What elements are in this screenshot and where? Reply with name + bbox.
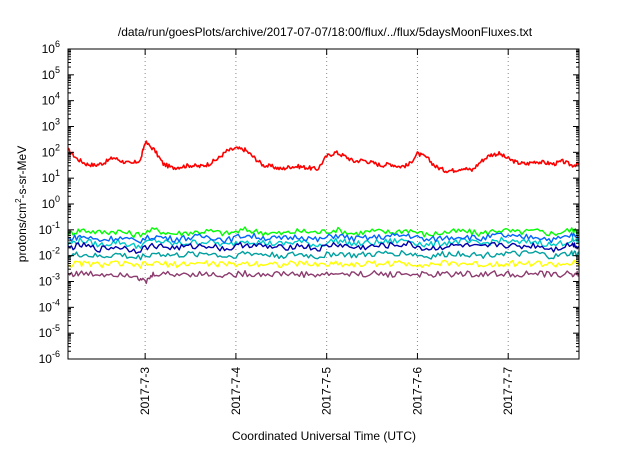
x-tick-label: 2017-7-3 <box>138 367 152 415</box>
y-tick-label: 103 <box>42 117 60 134</box>
x-tick-label: 2017-7-7 <box>501 367 515 415</box>
y-axis-label-suffix: -s-sr-MeV <box>15 146 29 199</box>
x-tick-label: 2017-7-6 <box>410 367 424 415</box>
y-tick-label-exponent: 6 <box>55 39 60 49</box>
y-tick-label-exponent: 0 <box>55 194 60 204</box>
y-axis-label-superscript: 2 <box>14 198 23 203</box>
y-tick-label: 102 <box>42 142 60 159</box>
x-axis: 2017-7-3 2017-7-4 2017-7-5 2017-7-6 2017-7-7 <box>138 49 515 415</box>
y-tick-label-base: 10 <box>42 42 56 56</box>
y-tick-label-base: 10 <box>39 300 53 314</box>
series-line <box>67 270 580 285</box>
y-tick-label-exponent: 3 <box>55 117 60 127</box>
y-axis-label: protons/cm2-s-sr-MeV <box>14 146 29 262</box>
grid-layer <box>144 49 509 359</box>
y-tick-label-base: 10 <box>39 275 53 289</box>
x-axis-label: Coordinated Universal Time (UTC) <box>232 429 416 443</box>
y-tick-label-base: 10 <box>39 223 53 237</box>
y-tick-label-exponent: -3 <box>52 272 60 282</box>
y-tick-label-exponent: -4 <box>52 297 60 307</box>
y-tick-label-exponent: -2 <box>52 246 60 256</box>
y-tick-label: 106 <box>42 39 60 56</box>
y-tick-label-base: 10 <box>42 94 56 108</box>
x-tick-label: 2017-7-4 <box>229 367 243 415</box>
y-axis: 10610510410310210110010-110-210-310-410-… <box>39 39 579 366</box>
y-tick-label: 10-1 <box>39 220 60 237</box>
y-tick-label-exponent: -5 <box>52 323 60 333</box>
y-tick-label: 10-2 <box>39 246 60 263</box>
y-tick-label-base: 10 <box>42 120 56 134</box>
y-tick-label: 100 <box>42 194 60 211</box>
y-tick-label-exponent: 5 <box>55 65 60 75</box>
y-tick-label-base: 10 <box>39 352 53 366</box>
series-line <box>67 236 580 250</box>
y-tick-label-base: 10 <box>42 197 56 211</box>
y-tick-label-base: 10 <box>42 145 56 159</box>
y-tick-label-base: 10 <box>42 171 56 185</box>
y-tick-label-exponent: -6 <box>52 349 60 359</box>
y-tick-label-base: 10 <box>39 326 53 340</box>
y-tick-label: 10-5 <box>39 323 60 340</box>
series-line <box>67 249 580 261</box>
series-line <box>67 232 580 244</box>
y-tick-label-exponent: 2 <box>55 142 60 152</box>
y-tick-label: 104 <box>42 91 60 108</box>
y-tick-label: 105 <box>42 65 60 82</box>
y-tick-label-exponent: 4 <box>55 91 60 101</box>
y-tick-label: 10-4 <box>39 297 60 314</box>
chart-title: /data/run/goesPlots/archive/2017-07-07/1… <box>118 25 533 39</box>
y-tick-label-exponent: 1 <box>55 168 60 178</box>
y-tick-label: 10-3 <box>39 272 60 289</box>
y-tick-label: 10-6 <box>39 349 60 366</box>
series-line <box>67 140 580 174</box>
y-tick-label-base: 10 <box>42 68 56 82</box>
y-tick-label: 101 <box>42 168 60 185</box>
series-layer <box>67 140 580 285</box>
y-tick-label-base: 10 <box>39 249 53 263</box>
x-tick-label: 2017-7-5 <box>320 367 334 415</box>
y-axis-label-prefix: protons/cm <box>15 203 29 262</box>
plot-frame <box>67 48 580 360</box>
series-line <box>67 240 580 255</box>
series-line <box>67 259 580 269</box>
y-tick-label-exponent: -1 <box>52 220 60 230</box>
series-line <box>67 226 580 239</box>
